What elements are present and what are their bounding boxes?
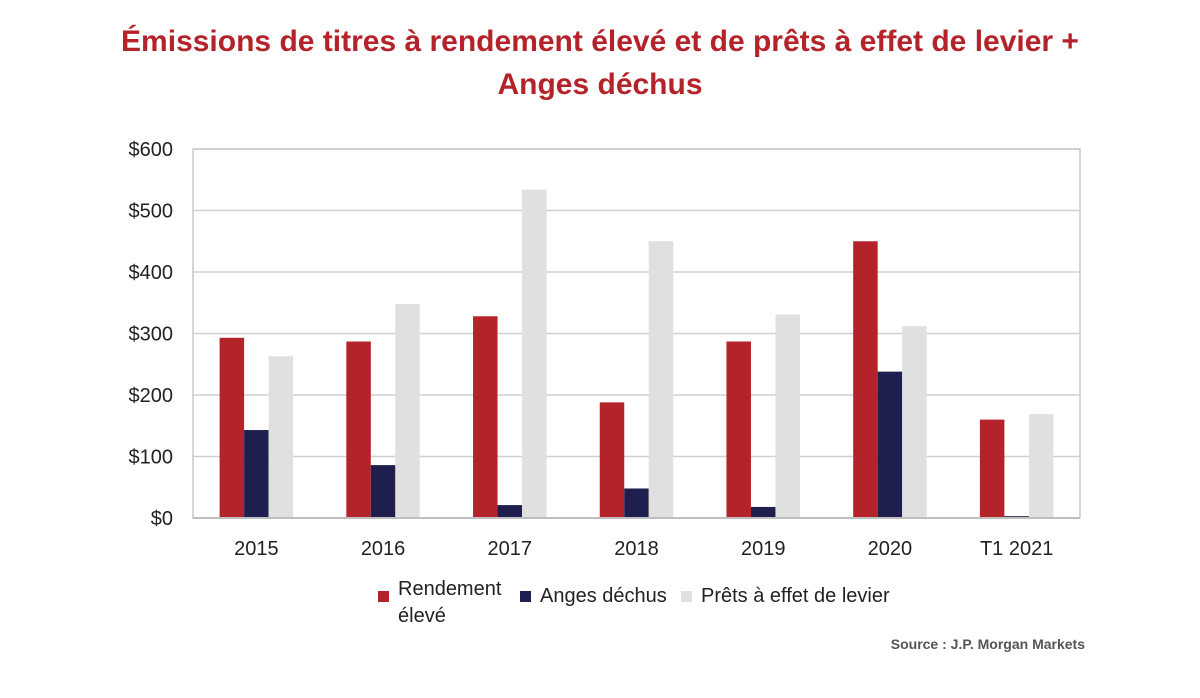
y-tick-label: $400 [129,262,174,284]
chart-title-line1: Émissions de titres à rendement élevé et… [121,25,1079,58]
legend-swatch-fallen-angels [520,591,531,602]
bar-fallen-angels [750,506,776,518]
bar-leveraged-loans [902,326,927,518]
bar-high-yield [979,419,1005,518]
bar-fallen-angels [244,430,269,518]
bar-high-yield [219,337,245,518]
legend-swatch-high-yield [378,591,389,602]
chart-title-line2: Anges déchus [497,68,703,101]
bar-high-yield [473,316,498,518]
x-tick-label: 2018 [614,538,659,560]
bar-fallen-angels [624,488,649,518]
bar-leveraged-loans [648,241,674,518]
bar-high-yield [346,341,371,518]
y-tick-label: $500 [129,201,174,223]
legend-label-high-yield-line2: élevé [398,605,446,627]
legend-label-high-yield-line1: Rendement [398,578,502,600]
bar-leveraged-loans [268,356,294,518]
bar-high-yield [726,341,751,518]
bar-high-yield [853,241,878,518]
bar-leveraged-loans [775,314,800,518]
bar-leveraged-loans [522,189,547,518]
x-tick-label: T1 2021 [980,538,1053,560]
legend-label-fallen-angels: Anges déchus [540,585,667,607]
bar-fallen-angels [370,465,396,518]
source-note: Source : J.P. Morgan Markets [890,636,1085,652]
legend-swatch-leveraged-loans [681,591,692,602]
x-tick-label: 2015 [234,538,279,560]
bar-leveraged-loans [395,303,420,518]
bar-high-yield [599,402,625,518]
y-tick-label: $600 [129,139,174,161]
y-tick-label: $300 [129,324,174,346]
bar-fallen-angels [877,371,903,518]
y-tick-label: $200 [129,385,174,407]
x-tick-label: 2020 [868,538,913,560]
legend-label-leveraged-loans: Prêts à effet de levier [701,585,890,607]
bar-leveraged-loans [1028,414,1054,518]
x-tick-label: 2019 [741,538,786,560]
bar-fallen-angels [497,505,523,518]
y-tick-label: $100 [129,447,174,469]
x-tick-label: 2016 [361,538,406,560]
y-tick-label: $0 [151,508,173,530]
x-tick-label: 2017 [488,538,533,560]
